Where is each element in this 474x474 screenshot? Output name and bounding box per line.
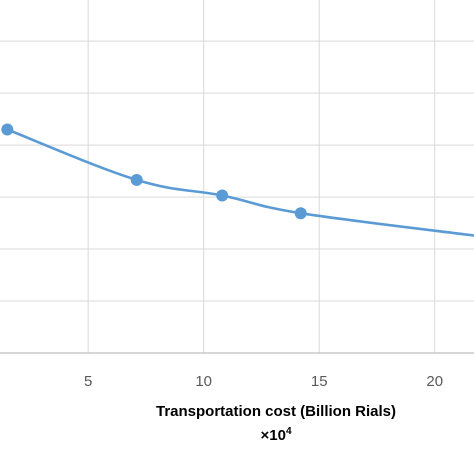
x-tick-labels: 5 10 15 20 [84,373,443,390]
x-tick-label-20: 20 [426,373,443,390]
x-tick-label-5: 5 [84,373,92,390]
horizontal-gridlines [0,40,474,302]
data-point-1 [1,123,14,136]
x-axis-multiplier-base: ×10 [260,427,285,444]
x-tick-label-10: 10 [195,373,212,390]
data-point-2 [130,173,143,186]
x-axis-multiplier: ×104 [260,426,291,444]
x-axis-title: Transportation cost (Billion Rials) [156,403,396,420]
data-point-markers [1,123,307,220]
x-tick-label-15: 15 [311,373,328,390]
data-point-3 [216,189,229,202]
data-point-4 [294,207,307,220]
x-axis-multiplier-exponent: 4 [286,426,292,437]
vertical-gridlines [87,0,436,353]
